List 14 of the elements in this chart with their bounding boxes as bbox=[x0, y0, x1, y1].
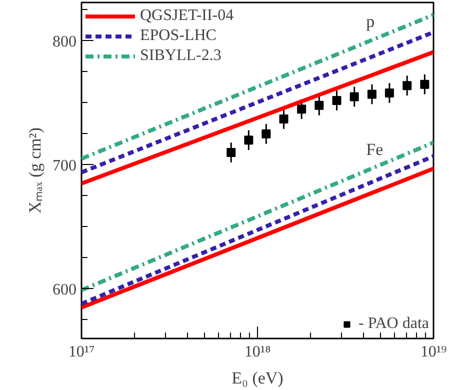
annotation: p bbox=[366, 12, 375, 31]
x-axis-title: E₀ (eV) bbox=[232, 368, 284, 388]
legend-label: SIBYLL-2.3 bbox=[140, 47, 222, 65]
legend-label: QGSJET-II-04 bbox=[140, 7, 234, 25]
legend-label: - PAO data bbox=[358, 315, 429, 333]
x-tick-label: 10¹⁸ bbox=[244, 344, 271, 360]
y-axis-title: Xₘₐₓ (g cm²) bbox=[26, 127, 44, 214]
annotation: Fe bbox=[366, 140, 384, 160]
x-tick-label: 10¹⁷ bbox=[68, 344, 95, 360]
x-tick-label: 10¹⁹ bbox=[420, 344, 448, 360]
legend-label: EPOS-LHC bbox=[140, 27, 216, 45]
y-tick-label: 800 bbox=[52, 33, 76, 50]
y-tick-label: 600 bbox=[52, 281, 76, 298]
y-tick-label: 700 bbox=[52, 157, 76, 174]
